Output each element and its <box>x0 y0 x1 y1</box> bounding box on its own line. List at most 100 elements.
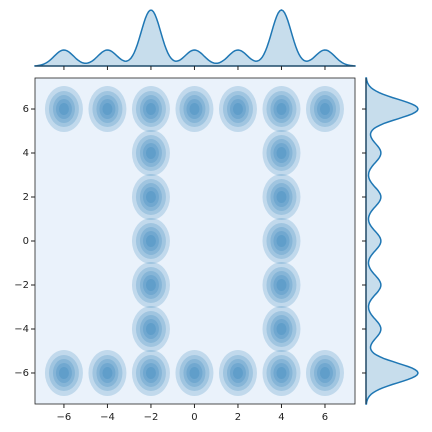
density-layer <box>44 86 344 396</box>
contour <box>55 99 72 120</box>
contour <box>186 99 203 120</box>
contour <box>48 354 79 391</box>
contour <box>305 86 344 133</box>
y-tick-label: 2 <box>23 192 29 203</box>
contour <box>44 349 83 396</box>
y-tick-label: 0 <box>23 236 29 247</box>
contour <box>226 95 249 124</box>
contour <box>131 86 170 133</box>
contour <box>139 270 162 299</box>
contour <box>262 305 301 352</box>
contour <box>276 147 287 160</box>
contour <box>131 174 170 221</box>
contour <box>135 179 166 216</box>
contour <box>266 310 297 347</box>
y-tick-label: 6 <box>23 104 29 115</box>
contour <box>139 95 162 124</box>
contour <box>48 91 79 128</box>
contour <box>102 103 113 116</box>
contour <box>266 135 297 172</box>
contour <box>262 218 301 264</box>
contour <box>313 358 336 387</box>
contour <box>183 95 206 124</box>
contour <box>229 99 246 120</box>
contour <box>273 187 290 208</box>
contour <box>145 235 156 247</box>
x-tick-label: 6 <box>322 412 328 423</box>
contour <box>273 318 290 339</box>
contour <box>270 183 293 212</box>
contour <box>58 366 69 379</box>
y-tick-label: −2 <box>14 280 29 291</box>
contour <box>276 235 287 247</box>
density-blob <box>131 349 170 396</box>
contour <box>145 278 156 291</box>
contour <box>262 174 301 221</box>
contour <box>55 362 72 383</box>
contour <box>142 274 159 295</box>
contour <box>276 322 287 335</box>
density-blob <box>175 349 214 396</box>
contour <box>131 305 170 352</box>
contour <box>135 266 166 303</box>
contour <box>88 349 127 396</box>
contour <box>313 95 336 124</box>
contour <box>99 99 116 120</box>
plot-background <box>35 78 355 404</box>
contour <box>142 231 159 251</box>
contour <box>135 223 166 259</box>
x-tick-label: −6 <box>57 412 72 423</box>
contour <box>270 314 293 343</box>
contour <box>276 278 287 291</box>
contour <box>145 191 156 204</box>
contour <box>222 354 253 391</box>
density-blob <box>262 349 301 396</box>
contour <box>273 143 290 164</box>
density-blob <box>131 174 170 221</box>
y-tick-label: −4 <box>14 324 29 335</box>
contour <box>305 349 344 396</box>
contour <box>270 358 293 387</box>
contour <box>266 179 297 216</box>
contour <box>145 103 156 116</box>
contour <box>189 366 200 379</box>
contour <box>58 103 69 116</box>
contour <box>309 91 340 128</box>
contour <box>218 86 257 133</box>
contour <box>88 86 127 133</box>
density-blob <box>131 261 170 308</box>
density-blob <box>218 349 257 396</box>
contour <box>96 95 119 124</box>
contour <box>142 362 159 383</box>
density-blob <box>262 218 301 264</box>
contour <box>139 139 162 168</box>
contour <box>145 366 156 379</box>
contour <box>131 349 170 396</box>
density-blob <box>262 174 301 221</box>
contour <box>270 270 293 299</box>
density-blob <box>218 86 257 133</box>
marginal-x <box>34 9 356 67</box>
contour <box>270 227 293 255</box>
contour <box>316 362 333 383</box>
density-blob <box>131 305 170 352</box>
density-blob <box>305 349 344 396</box>
contour <box>175 86 214 133</box>
contour <box>179 354 210 391</box>
contour <box>226 358 249 387</box>
contour <box>266 266 297 303</box>
contour <box>276 366 287 379</box>
contour <box>96 358 119 387</box>
contour <box>102 366 113 379</box>
contour <box>52 95 75 124</box>
contour <box>92 91 123 128</box>
contour <box>319 366 330 379</box>
contour <box>139 358 162 387</box>
contour <box>262 349 301 396</box>
contour <box>273 231 290 251</box>
contour <box>142 143 159 164</box>
contour <box>135 310 166 347</box>
density-blob <box>88 86 127 133</box>
density-blob <box>44 349 83 396</box>
